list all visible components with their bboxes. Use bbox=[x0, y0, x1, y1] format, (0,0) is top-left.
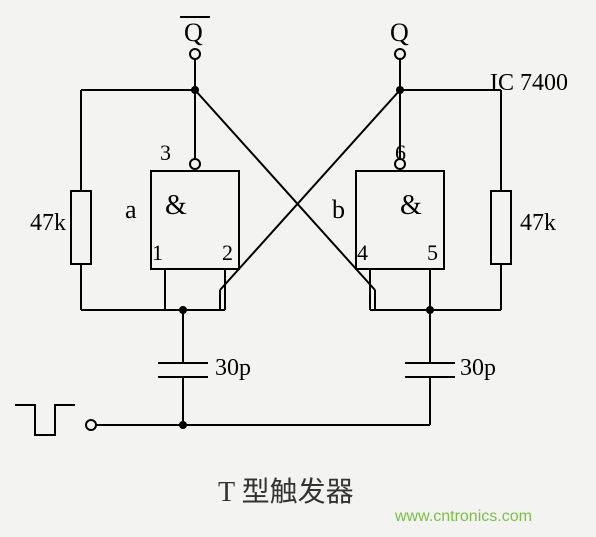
junction-dot bbox=[179, 421, 187, 429]
watermark: www.cntronics.com bbox=[395, 508, 532, 526]
diagram-caption: T 型触发器 bbox=[218, 470, 354, 510]
junction-dot bbox=[179, 306, 187, 314]
ic-label: IC 7400 bbox=[490, 70, 568, 97]
qbar-terminal bbox=[189, 48, 201, 60]
resistor-right-value: 47k bbox=[520, 210, 556, 237]
junction-dot bbox=[396, 86, 404, 94]
gate-a-pin-right: 2 bbox=[222, 240, 233, 266]
gate-b-pin-left: 4 bbox=[357, 240, 368, 266]
clock-input-terminal bbox=[85, 419, 97, 431]
gate-b-symbol: & bbox=[400, 190, 422, 222]
q-terminal bbox=[394, 48, 406, 60]
resistor-right bbox=[490, 190, 512, 265]
capacitor-left-value: 30p bbox=[215, 355, 251, 382]
gate-a-symbol: & bbox=[165, 190, 187, 222]
q-label: Q bbox=[390, 18, 409, 48]
gate-a-label: a bbox=[125, 195, 137, 225]
junction-dot bbox=[191, 86, 199, 94]
gate-a-pin-left: 1 bbox=[152, 240, 163, 266]
qbar-label: Q bbox=[184, 18, 203, 48]
gate-a-pin-top: 3 bbox=[160, 140, 171, 166]
capacitor-right-value: 30p bbox=[460, 355, 496, 382]
resistor-left-value: 47k bbox=[30, 210, 66, 237]
gate-a-output-bubble bbox=[189, 158, 201, 170]
resistor-left bbox=[70, 190, 92, 265]
junction-dot bbox=[426, 306, 434, 314]
gate-b-pin-right: 5 bbox=[427, 240, 438, 266]
gate-b-label: b bbox=[332, 195, 345, 225]
gate-b-pin-top: 6 bbox=[395, 140, 406, 166]
